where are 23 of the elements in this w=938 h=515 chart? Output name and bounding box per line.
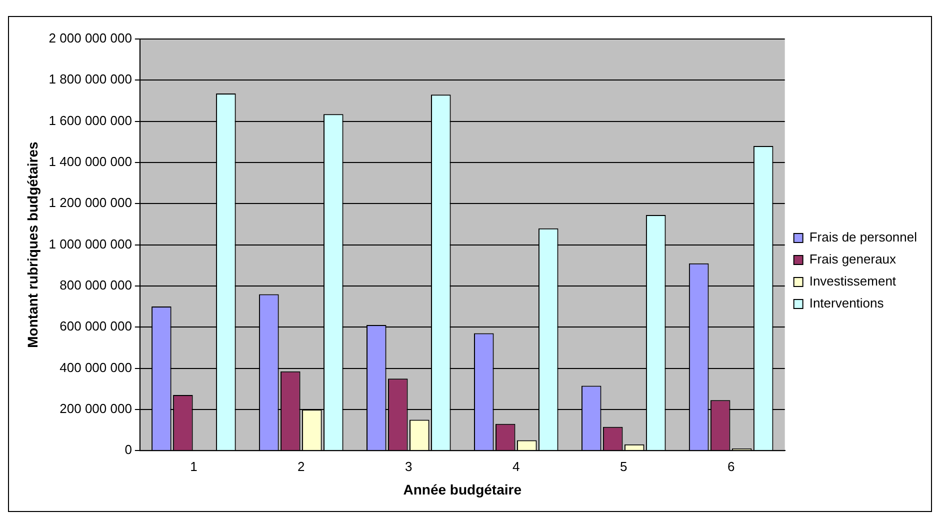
legend-label: Interventions (809, 296, 884, 311)
x-axis-title: Année budgétaire (403, 481, 522, 498)
y-axis-title: Montant rubriques budgétaires (24, 142, 40, 348)
x-tick-label: 4 (512, 458, 520, 474)
y-tick-label: 0 (124, 442, 132, 458)
y-tick-label: 1 400 000 000 (48, 154, 132, 170)
y-tick-label: 800 000 000 (60, 278, 132, 293)
y-tick-label: 1 200 000 000 (48, 195, 132, 210)
x-tick-label: 2 (298, 458, 305, 474)
y-tick-label: 2 000 000 000 (48, 30, 132, 46)
legend-label: Frais de personnel (809, 230, 918, 245)
y-tick-label: 200 000 000 (60, 401, 132, 416)
x-tick-label: 5 (620, 458, 628, 474)
legend-label: Frais generaux (809, 252, 897, 267)
x-tick-label: 6 (727, 458, 735, 474)
y-tick-label: 1 600 000 000 (48, 112, 132, 128)
x-tick-label: 3 (405, 458, 412, 474)
x-tick-label: 1 (190, 458, 198, 474)
y-tick-label: 1 000 000 000 (48, 236, 132, 252)
y-tick-label: 600 000 000 (60, 318, 132, 334)
y-tick-label: 1 800 000 000 (48, 72, 132, 87)
legend-label: Investissement (809, 274, 896, 289)
y-tick-label: 400 000 000 (60, 360, 132, 375)
